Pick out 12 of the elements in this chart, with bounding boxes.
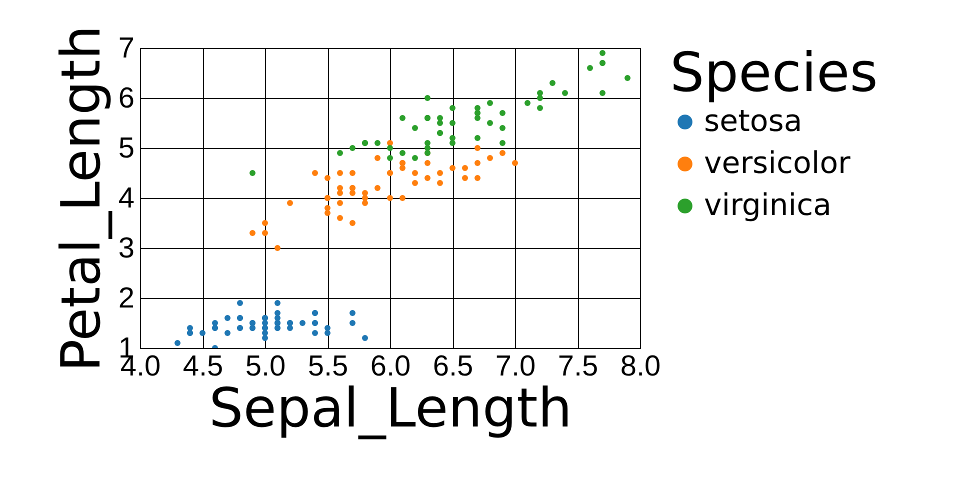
- y-tick-label: 6: [118, 82, 134, 114]
- y-tick-label: 3: [118, 232, 134, 264]
- legend-title: Species: [670, 41, 878, 104]
- x-tick-label: 8.0: [620, 350, 661, 382]
- legend-label: versicolor: [704, 146, 852, 181]
- y-axis-title: Petal_Length: [49, 25, 112, 372]
- y-tick-label: 7: [118, 32, 134, 64]
- y-tick-label: 2: [118, 282, 134, 314]
- legend-label: virginica: [704, 188, 832, 223]
- y-tick-label: 5: [118, 132, 134, 164]
- y-tick-label: 4: [118, 182, 134, 214]
- legend-label: setosa: [704, 104, 802, 139]
